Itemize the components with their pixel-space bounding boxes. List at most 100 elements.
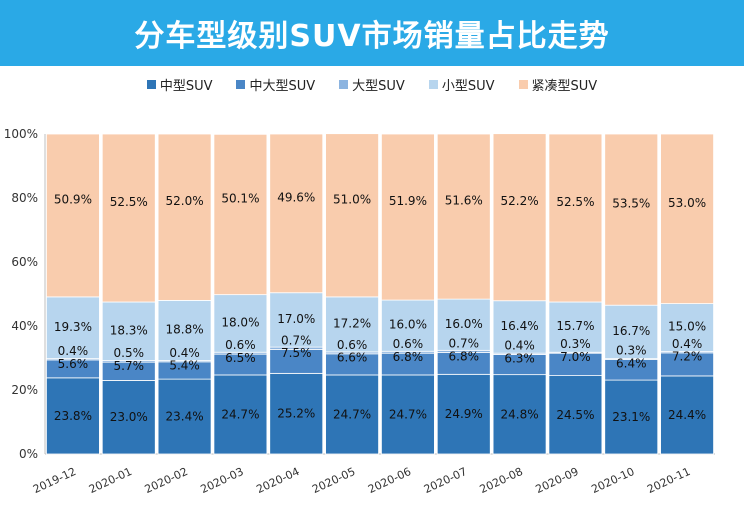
y-tick-label: 60% — [11, 255, 38, 269]
bar-segment — [157, 299, 212, 361]
bar-segment — [436, 373, 491, 455]
data-label: 52.5% — [556, 195, 594, 209]
data-label: 16.4% — [501, 319, 539, 333]
bar-segment — [46, 133, 100, 298]
data-label: 6.3% — [504, 351, 535, 365]
bar-segment — [101, 301, 156, 361]
data-label: 7.2% — [672, 350, 703, 364]
data-label: 0.5% — [114, 346, 145, 360]
data-label: 19.3% — [54, 320, 92, 334]
x-tick-label: 2020-07 — [422, 465, 469, 496]
bar-segment — [269, 133, 324, 294]
data-label: 24.5% — [556, 408, 594, 422]
bar-segment — [213, 374, 268, 455]
bar-segment — [660, 303, 714, 353]
data-label: 52.2% — [501, 194, 539, 208]
bar-segment — [660, 375, 714, 455]
data-label: 52.0% — [166, 194, 204, 208]
data-label: 24.9% — [445, 407, 483, 421]
x-tick-label: 2020-06 — [366, 465, 413, 496]
bar-segment — [604, 304, 659, 360]
data-label: 23.0% — [110, 410, 148, 424]
x-tick-label: 2020-09 — [534, 465, 581, 496]
data-label: 50.1% — [221, 191, 259, 205]
data-label: 17.2% — [333, 316, 371, 330]
bar-segment — [660, 133, 714, 305]
x-tick-label: 2020-05 — [310, 465, 357, 496]
bar-segment — [548, 133, 603, 303]
legend-item: 中型SUV — [146, 74, 212, 94]
x-tick-label: 2020-01 — [87, 465, 134, 496]
data-label: 53.5% — [612, 197, 650, 211]
bar-segment — [325, 133, 379, 298]
data-label: 17.0% — [277, 312, 315, 326]
bar-segment — [548, 301, 603, 353]
legend-item: 大型SUV — [339, 74, 405, 94]
bar-segment — [157, 378, 212, 455]
bar-segment — [269, 372, 324, 455]
legend-swatch — [339, 79, 349, 89]
bar-segment — [604, 133, 659, 306]
y-tick-label: 0% — [19, 447, 38, 461]
legend-swatch — [518, 79, 528, 89]
data-label: 0.3% — [616, 344, 647, 358]
data-label: 0.6% — [393, 337, 424, 351]
y-tick-label: 40% — [11, 319, 38, 333]
bar-segment — [269, 292, 324, 348]
data-label: 24.8% — [501, 407, 539, 421]
x-tick-label: 2020-10 — [589, 465, 636, 496]
data-label: 7.5% — [281, 346, 312, 360]
data-label: 6.5% — [225, 351, 256, 365]
legend-swatch — [146, 79, 156, 89]
data-label: 0.4% — [504, 339, 535, 353]
x-tick-label: 2020-11 — [645, 465, 692, 496]
legend-label: 紧凑型SUV — [531, 78, 598, 94]
data-label: 18.8% — [166, 323, 204, 337]
data-label: 24.4% — [668, 408, 706, 422]
data-label: 53.0% — [668, 196, 706, 210]
data-label: 23.4% — [166, 410, 204, 424]
legend: 中型SUV 中大型SUV 大型SUV 小型SUV 紧凑型SUV — [0, 74, 744, 94]
data-label: 0.7% — [449, 337, 480, 351]
data-label: 0.6% — [225, 338, 256, 352]
y-tick-label: 20% — [11, 383, 38, 397]
y-tick-label: 100% — [4, 127, 38, 141]
data-label: 5.7% — [114, 359, 145, 373]
data-label: 24.7% — [333, 407, 371, 421]
data-label: 0.4% — [672, 337, 703, 351]
data-label: 16.0% — [445, 317, 483, 331]
data-label: 5.4% — [169, 359, 200, 373]
data-label: 6.6% — [337, 351, 368, 365]
bar-segment — [325, 374, 379, 455]
bar-segment — [381, 299, 435, 352]
legend-swatch — [236, 79, 246, 89]
bar-segment — [101, 133, 156, 303]
bar-segment — [492, 374, 547, 455]
chart-title: 分车型级别SUV市场销量占比走势 — [134, 19, 610, 54]
data-label: 18.3% — [110, 323, 148, 337]
y-tick-label: 80% — [11, 191, 38, 205]
bar-segment — [269, 348, 324, 374]
data-label: 6.8% — [393, 350, 424, 364]
legend-label: 大型SUV — [352, 78, 405, 94]
title-bar: 分车型级别SUV市场销量占比走势 — [0, 0, 744, 66]
data-label: 51.6% — [445, 194, 483, 208]
data-label: 0.3% — [560, 337, 591, 351]
data-label: 52.5% — [110, 195, 148, 209]
bar-segment — [46, 296, 100, 360]
legend-item: 中大型SUV — [236, 74, 315, 94]
data-label: 7.0% — [560, 350, 591, 364]
data-label: 25.2% — [277, 407, 315, 421]
bar-segment — [101, 379, 156, 455]
x-tick-label: 2020-02 — [143, 465, 190, 496]
bar-segment — [213, 133, 268, 296]
data-label: 15.0% — [668, 320, 706, 334]
data-label: 0.4% — [169, 346, 200, 360]
legend-item: 紧凑型SUV — [518, 74, 598, 94]
data-label: 51.0% — [333, 192, 371, 206]
legend-swatch — [428, 79, 438, 89]
data-label: 6.8% — [449, 349, 480, 363]
data-label: 16.7% — [612, 324, 650, 338]
legend-item: 小型SUV — [428, 74, 495, 94]
bar-segment — [381, 133, 435, 301]
